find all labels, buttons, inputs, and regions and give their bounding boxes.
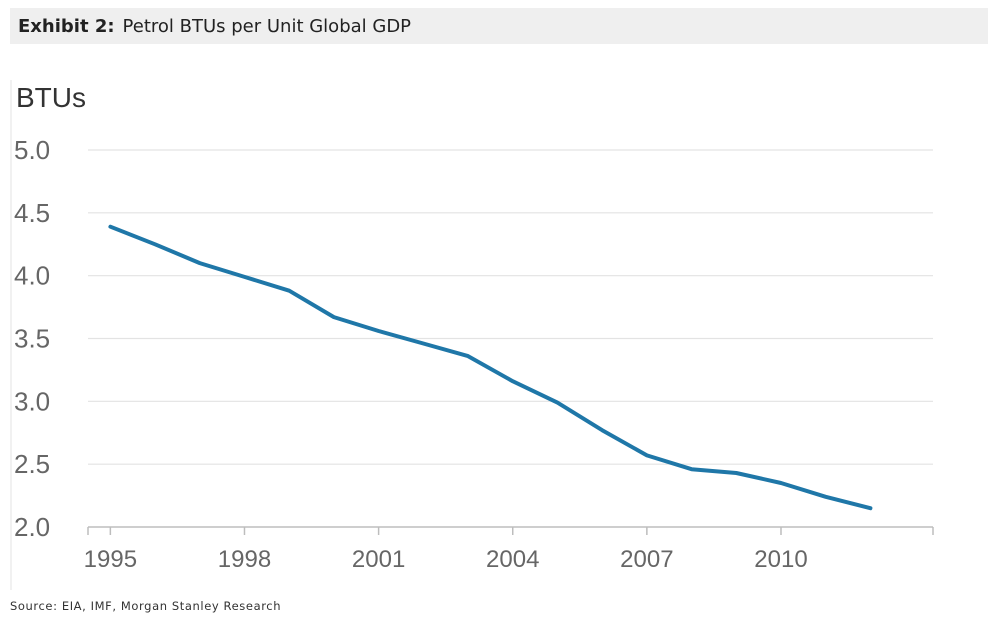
gridlines [88, 149, 933, 465]
x-tick-label: 2004 [486, 546, 539, 573]
x-tick-label: 2007 [620, 546, 673, 573]
data-point-2002 [421, 342, 425, 346]
data-point-2004 [511, 379, 515, 383]
exhibit-label: Exhibit 2: [18, 15, 115, 37]
data-point-1998 [242, 275, 246, 279]
source-note: Source: EIA, IMF, Morgan Stanley Researc… [10, 599, 282, 613]
y-tick-label: 2.5 [14, 449, 50, 479]
data-point-2008 [690, 467, 694, 471]
series-layer [108, 224, 873, 511]
data-point-2011 [824, 495, 828, 499]
exhibit-header: Exhibit 2: Petrol BTUs per Unit Global G… [10, 8, 988, 44]
y-tick-label: 3.5 [14, 324, 50, 354]
x-tick-label: 1998 [218, 546, 271, 573]
y-axis-label: BTUs [16, 82, 86, 113]
data-point-2005 [555, 401, 559, 405]
x-axis: 1995 1998 2001 2004 2007 2010 [84, 526, 934, 573]
data-point-2012 [868, 506, 872, 510]
y-tick-labels: 2.0 2.5 3.0 3.5 4.0 4.5 5.0 [14, 135, 50, 542]
y-tick-label: 2.0 [14, 512, 50, 542]
data-point-1997 [198, 261, 202, 265]
x-tick-label: 2001 [352, 546, 405, 573]
exhibit-title: Petrol BTUs per Unit Global GDP [122, 15, 412, 37]
data-point-1996 [153, 242, 157, 246]
data-point-2003 [466, 354, 470, 358]
x-tick-label: 1995 [84, 546, 137, 573]
data-point-2009 [734, 471, 738, 475]
x-tick-label: 2010 [754, 546, 807, 573]
data-point-2010 [779, 481, 783, 485]
y-tick-label: 5.0 [14, 135, 50, 165]
data-point-2007 [645, 453, 649, 457]
series-line-btus [108, 224, 873, 511]
data-point-1999 [287, 289, 291, 293]
y-tick-label: 4.5 [14, 198, 50, 228]
data-point-1995 [108, 225, 112, 229]
data-point-2006 [600, 428, 604, 432]
y-tick-label: 4.0 [14, 261, 50, 291]
data-point-2001 [377, 329, 381, 333]
line-chart: 2.0 2.5 3.0 3.5 4.0 4.5 5.0 1995 1998 2001 2004 20… [10, 80, 934, 590]
y-tick-label: 3.0 [14, 386, 50, 416]
data-point-2000 [332, 315, 336, 319]
